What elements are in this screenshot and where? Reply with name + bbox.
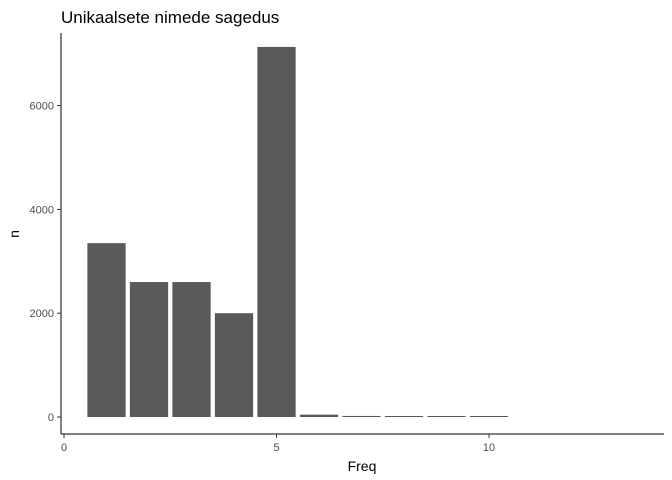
y-tick-label: 4000 [30, 204, 54, 216]
y-ticks-group: 0 2000 4000 6000 [30, 101, 61, 424]
bar-freq-10 [469, 416, 509, 417]
y-tick-label: 0 [48, 412, 54, 424]
chart-title: Unikaalsete nimede sagedus [61, 8, 279, 27]
bar-freq-4 [214, 313, 254, 417]
y-tick-label: 2000 [30, 308, 54, 320]
y-tick-label: 6000 [30, 101, 54, 113]
bar-freq-1 [87, 243, 126, 417]
bar-freq-7 [342, 415, 381, 417]
bar-freq-8 [384, 416, 424, 417]
y-axis-title: n [6, 230, 22, 238]
bar-freq-5 [257, 46, 296, 417]
bar-freq-2 [129, 282, 169, 417]
x-tick-label: 10 [483, 442, 495, 454]
x-tick-label: 0 [61, 442, 67, 454]
x-axis-title: Freq [348, 458, 377, 474]
x-ticks-group: 0 5 10 [61, 434, 495, 454]
bar-freq-3 [172, 282, 211, 417]
bar-freq-9 [427, 416, 466, 417]
x-tick-label: 5 [273, 442, 279, 454]
bars-group [87, 46, 509, 417]
bar-freq-6 [299, 414, 339, 417]
